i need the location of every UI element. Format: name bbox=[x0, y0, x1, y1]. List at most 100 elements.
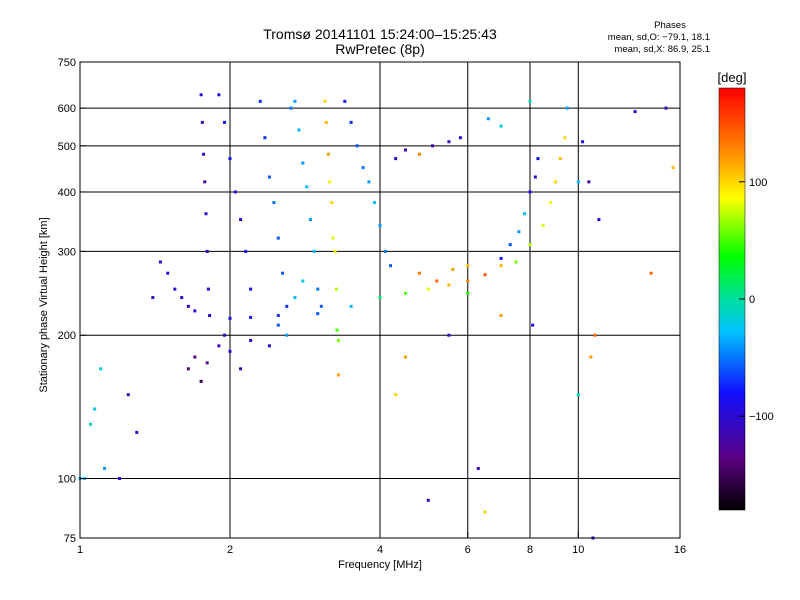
data-point bbox=[349, 304, 353, 308]
data-point bbox=[394, 393, 398, 397]
data-point bbox=[293, 99, 297, 103]
data-point bbox=[476, 466, 480, 470]
y-tick-label: 100 bbox=[58, 474, 76, 486]
data-point bbox=[389, 264, 393, 268]
data-point bbox=[89, 422, 93, 426]
x-tick-label: 4 bbox=[377, 544, 383, 556]
data-point bbox=[417, 271, 421, 275]
data-point bbox=[228, 316, 232, 320]
data-point bbox=[378, 296, 382, 300]
data-point bbox=[267, 344, 271, 348]
x-tick-label: 2 bbox=[227, 544, 233, 556]
data-point bbox=[328, 180, 332, 184]
data-point bbox=[297, 128, 301, 132]
data-point bbox=[151, 296, 155, 300]
data-point bbox=[289, 106, 293, 110]
data-point bbox=[267, 175, 271, 179]
data-point bbox=[323, 99, 327, 103]
data-point bbox=[285, 304, 289, 308]
data-point bbox=[186, 304, 190, 308]
data-point bbox=[499, 124, 503, 128]
data-point bbox=[528, 99, 532, 103]
y-tick-label: 300 bbox=[58, 246, 76, 258]
chart-title: Tromsø 20141101 15:24:00–15:25:43 RwPret… bbox=[230, 27, 530, 57]
data-point bbox=[249, 315, 253, 319]
data-point bbox=[553, 180, 557, 184]
plot-grid bbox=[80, 62, 680, 538]
colorbar-tick-label: 100 bbox=[749, 177, 767, 189]
data-point bbox=[508, 243, 512, 247]
data-point bbox=[180, 296, 184, 300]
x-tick-label: 1 bbox=[77, 544, 83, 556]
x-tick-label: 8 bbox=[527, 544, 533, 556]
data-point bbox=[199, 93, 203, 97]
data-point bbox=[349, 120, 353, 124]
data-point bbox=[233, 190, 237, 194]
data-point bbox=[333, 249, 337, 253]
data-point bbox=[330, 201, 334, 205]
data-point bbox=[633, 110, 637, 114]
data-point bbox=[166, 271, 170, 275]
data-point bbox=[499, 256, 503, 260]
title-line-2: RwPretec (8p) bbox=[335, 41, 425, 57]
data-point bbox=[206, 287, 210, 291]
data-point bbox=[301, 161, 305, 165]
colorbar-tick-label: 0 bbox=[749, 294, 755, 306]
y-tick-label: 400 bbox=[58, 187, 76, 199]
data-point bbox=[499, 264, 503, 268]
data-point bbox=[186, 367, 190, 371]
x-axis-label: Frequency [MHz] bbox=[338, 559, 422, 571]
data-point bbox=[394, 157, 398, 161]
data-point bbox=[597, 218, 601, 222]
data-point bbox=[403, 355, 407, 359]
data-point bbox=[378, 224, 382, 228]
data-point bbox=[403, 291, 407, 295]
data-point bbox=[223, 120, 227, 124]
data-point bbox=[589, 355, 593, 359]
data-point bbox=[239, 367, 243, 371]
data-point bbox=[435, 279, 439, 283]
data-point bbox=[361, 166, 365, 170]
y-axis-label: Stationary phase Virtual Height [km] bbox=[38, 217, 50, 392]
data-point bbox=[301, 279, 305, 283]
data-point bbox=[117, 477, 121, 481]
data-point bbox=[417, 152, 421, 156]
data-point bbox=[205, 249, 209, 253]
data-point bbox=[483, 273, 487, 277]
axis-ticks: 1 2 4 6 8 10 16 75 100 200 300 400 500 600 750 bbox=[58, 57, 686, 556]
data-point bbox=[514, 260, 518, 264]
x-tick-label: 10 bbox=[572, 544, 584, 556]
data-point bbox=[173, 287, 177, 291]
data-point bbox=[336, 338, 340, 342]
data-point bbox=[228, 349, 232, 353]
data-point bbox=[93, 407, 97, 411]
data-point bbox=[208, 314, 212, 318]
data-point bbox=[649, 271, 653, 275]
data-point bbox=[533, 175, 537, 179]
data-point bbox=[276, 236, 280, 240]
data-point bbox=[204, 212, 208, 216]
data-point bbox=[326, 152, 330, 156]
phase-colorbar: [deg] 100 0 −100 bbox=[718, 70, 774, 511]
data-point bbox=[528, 190, 532, 194]
data-point bbox=[563, 136, 567, 140]
data-point bbox=[403, 148, 407, 152]
phase-stats-o: mean, sd,O: −79.1, 18.1 bbox=[607, 32, 710, 43]
data-point bbox=[249, 338, 253, 342]
data-point bbox=[193, 309, 197, 313]
data-point bbox=[426, 498, 430, 502]
data-point bbox=[103, 466, 107, 470]
data-points bbox=[78, 93, 675, 540]
data-point bbox=[541, 224, 545, 228]
data-point bbox=[531, 323, 535, 327]
data-point bbox=[367, 180, 371, 184]
data-point bbox=[483, 510, 487, 514]
data-point bbox=[319, 304, 323, 308]
data-point bbox=[576, 393, 580, 397]
data-point bbox=[343, 99, 347, 103]
data-point bbox=[336, 373, 340, 377]
data-point bbox=[528, 243, 532, 247]
data-point bbox=[263, 136, 267, 140]
y-tick-label: 600 bbox=[58, 103, 76, 115]
